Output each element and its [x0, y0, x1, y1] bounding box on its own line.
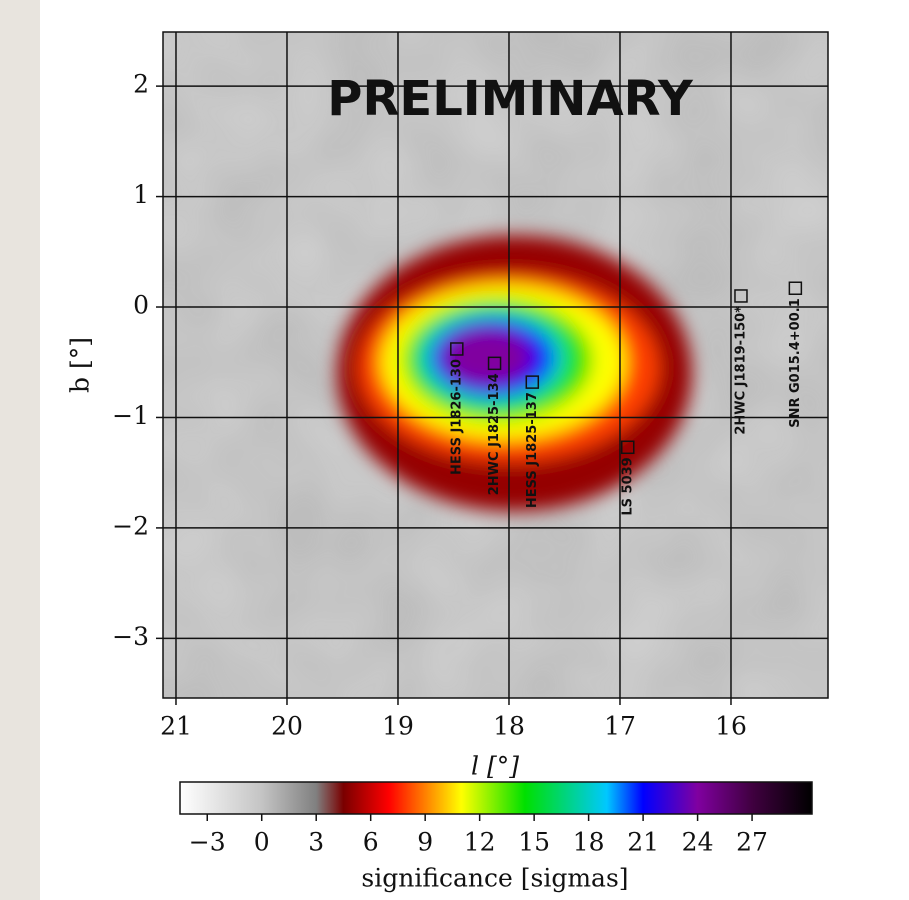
colorbar-tick-label: 9	[417, 828, 433, 857]
y-tick-label: −1	[112, 401, 149, 430]
y-tick-label: 1	[133, 180, 149, 209]
x-axis-label: l [°]	[471, 752, 519, 781]
colorbar-tick-label: 27	[736, 828, 768, 857]
source-marker	[734, 289, 748, 303]
source-marker	[450, 342, 464, 356]
colorbar-tick-label: 3	[308, 828, 324, 857]
x-tick-label: 19	[382, 712, 414, 741]
y-tick-label: 0	[133, 291, 149, 320]
source-label: 2HWC J1819-150*	[733, 306, 748, 435]
colorbar-tick-label: 24	[682, 828, 714, 857]
source-label: HESS J1825-137	[525, 392, 540, 508]
x-tick-label: 17	[604, 712, 636, 741]
source-label: SNR G015.4+00.1	[788, 298, 803, 428]
colorbar-tick-label: 12	[464, 828, 496, 857]
source-marker	[487, 356, 502, 371]
source-label: LS 5039	[620, 457, 635, 515]
source-marker	[525, 375, 540, 389]
y-tick-label: −3	[112, 622, 149, 651]
colorbar-tick-label: 6	[363, 828, 379, 857]
colorbar-tick-label: 15	[518, 828, 550, 857]
source-marker	[621, 440, 635, 455]
x-tick-label: 20	[271, 712, 303, 741]
plot-frame	[162, 31, 829, 699]
colorbar-tick-label: 0	[254, 828, 270, 857]
colorbar	[179, 781, 813, 815]
side-strip	[0, 0, 40, 900]
source-label: HESS J1826-130	[449, 359, 464, 475]
source-marker	[788, 281, 803, 295]
plot-area	[163, 32, 828, 698]
y-tick-label: 2	[133, 70, 149, 99]
significance-blob	[336, 235, 693, 512]
x-tick-label: 18	[493, 712, 525, 741]
colorbar-tick-label: 18	[573, 828, 605, 857]
colorbar-tick-label: −3	[189, 828, 226, 857]
colorbar-tick-label: 21	[627, 828, 659, 857]
source-label: 2HWC J1825-134	[487, 373, 502, 495]
chart-title: PRELIMINARY	[327, 71, 694, 127]
y-axis-label: b [°]	[66, 337, 95, 393]
x-tick-label: 16	[715, 712, 747, 741]
x-tick-label: 21	[160, 712, 192, 741]
y-tick-label: −2	[112, 511, 149, 540]
colorbar-label: significance [sigmas]	[361, 864, 628, 893]
